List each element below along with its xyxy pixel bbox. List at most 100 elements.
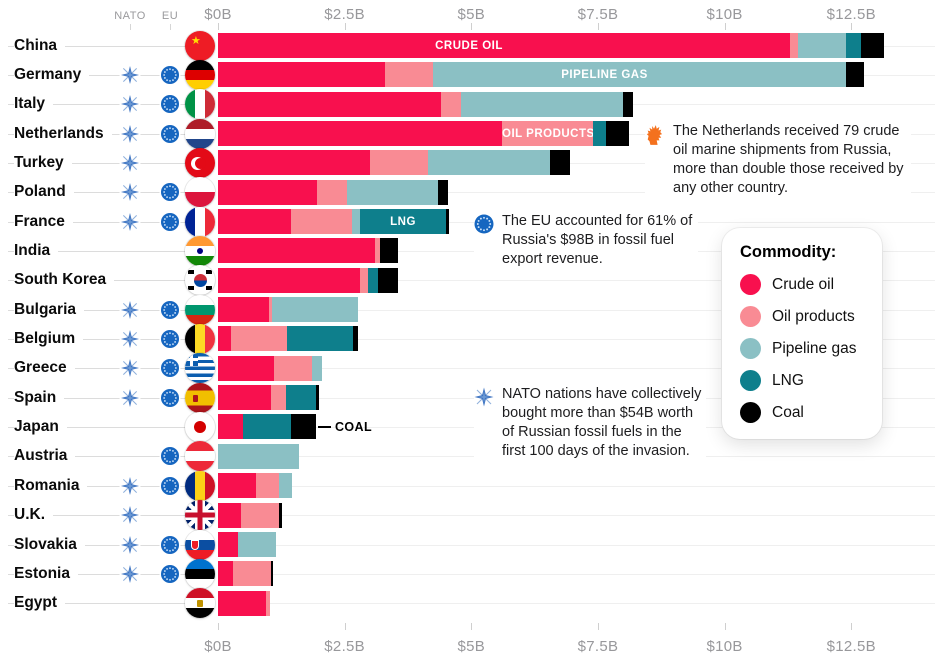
crude_oil-swatch-icon <box>740 274 761 295</box>
country-label: Greece <box>14 359 75 378</box>
row-gridline <box>218 163 935 165</box>
country-row-spain: Spain <box>0 382 945 413</box>
segment-label: PIPELINE GAS <box>561 68 648 81</box>
axis-top: NATO EU $0B $2.5B $5B $7.5B $10B $12.5B <box>0 4 945 30</box>
axis-tick-mark <box>597 623 599 630</box>
axis-tick-mark <box>851 623 853 630</box>
eu-member-icon <box>159 387 181 409</box>
flag-slovakia-icon <box>185 529 215 560</box>
eu-annotation-text: The EU accounted for 61% of Russia's $98… <box>502 213 693 268</box>
bar-segment-crude_oil <box>218 385 271 411</box>
leader-line <box>8 192 186 194</box>
nato-column-header: NATO <box>114 10 146 22</box>
legend-item-oil_products: Oil products <box>740 306 864 327</box>
commodity-legend: Commodity: Crude oil Oil products Pipeline… <box>722 228 882 439</box>
bar-segment-oil_products <box>269 297 272 323</box>
stacked-bar <box>218 326 358 352</box>
bar-segment-coal <box>316 385 319 411</box>
axis-tick-label: $2.5B <box>324 6 365 23</box>
stacked-bar: OIL PRODUCTS <box>218 121 629 147</box>
bar-segment-pipeline_gas <box>272 297 358 323</box>
country-row-poland: Poland <box>0 177 945 208</box>
bar-segment-crude_oil <box>218 209 291 235</box>
country-label: India <box>14 242 59 261</box>
row-gridline <box>218 515 935 517</box>
bar-segment-crude_oil <box>218 121 502 147</box>
axis-tick-label: $0B <box>204 6 232 23</box>
legend-label: Oil products <box>772 307 855 325</box>
stacked-bar <box>218 385 319 411</box>
leader-line <box>8 427 186 429</box>
bar-segment-coal <box>353 326 358 352</box>
bar-segment-oil_products <box>370 150 428 176</box>
eu-member-icon <box>159 299 181 321</box>
stacked-bar <box>218 590 270 616</box>
bar-segment-coal <box>279 502 282 528</box>
axis-tick-mark <box>851 23 853 30</box>
flag-south-korea-icon <box>185 265 215 296</box>
leader-line <box>8 515 186 517</box>
flag-turkey-icon <box>185 148 215 179</box>
country-label: Netherlands <box>14 124 112 143</box>
leader-line <box>8 544 186 546</box>
country-label: Slovakia <box>14 535 85 554</box>
bar-segment-pipeline_gas <box>461 91 623 117</box>
axis-tick-mark <box>471 623 473 630</box>
axis-tick-mark <box>724 23 726 30</box>
leader-line <box>8 573 186 575</box>
bar-segment-crude_oil <box>218 590 266 616</box>
axis-tick-mark <box>344 623 346 630</box>
leader-line <box>8 485 186 487</box>
segment-label: LNG <box>390 215 416 228</box>
bar-segment-oil_products <box>441 91 461 117</box>
flag-china-icon <box>185 30 215 61</box>
country-row-germany: Germany PIPELINE GAS <box>0 60 945 91</box>
bar-segment-oil_products <box>266 590 270 616</box>
axis-tick-label: $12.5B <box>826 6 876 23</box>
country-row-romania: Romania <box>0 470 945 501</box>
country-label: China <box>14 36 66 55</box>
bar-segment-lng <box>846 33 861 58</box>
country-row-slovakia: Slovakia <box>0 529 945 560</box>
flag-estonia-icon <box>185 558 215 589</box>
country-row-south-korea: South Korea <box>0 265 945 296</box>
country-label: Poland <box>14 183 74 202</box>
country-row-china: China CRUDE OIL <box>0 30 945 61</box>
oil_products-swatch-icon <box>740 306 761 327</box>
axis-tick-mark <box>344 23 346 30</box>
flag-japan-icon <box>185 412 215 443</box>
bar-segment-coal <box>861 33 884 58</box>
country-label: Turkey <box>14 154 72 173</box>
flag-poland-icon <box>185 177 215 208</box>
bar-segment-crude_oil <box>218 179 317 205</box>
stacked-bar <box>218 531 276 557</box>
flag-india-icon <box>185 236 215 267</box>
nato-member-icon <box>119 475 141 497</box>
nato-member-icon <box>119 64 141 86</box>
row-gridline <box>218 192 935 194</box>
pipeline_gas-swatch-icon <box>740 338 761 359</box>
flag-bulgaria-icon <box>185 294 215 325</box>
country-row-turkey: Turkey <box>0 148 945 179</box>
eu-member-icon <box>159 64 181 86</box>
country-label: Germany <box>14 66 90 85</box>
leader-line <box>8 104 186 106</box>
bar-segment-oil_products <box>291 209 352 235</box>
bar-segment-lng <box>286 385 316 411</box>
legend-title: Commodity: <box>740 243 837 261</box>
bar-segment-pipeline_gas <box>798 33 846 58</box>
coal-swatch-icon <box>740 402 761 423</box>
leader-line <box>8 368 186 370</box>
axis-tick-label: $7.5B <box>577 638 619 655</box>
bar-segment-crude_oil <box>218 62 385 88</box>
country-row-belgium: Belgium <box>0 324 945 355</box>
axis-tick-mark <box>597 23 599 30</box>
leader-line <box>8 251 186 253</box>
stacked-bar <box>218 238 398 264</box>
flag-greece-icon <box>185 353 215 384</box>
country-row-uk: U.K. <box>0 500 945 531</box>
nato-member-icon <box>119 534 141 556</box>
stacked-bar <box>218 443 299 469</box>
flag-uk-icon <box>185 500 215 531</box>
eu-member-icon <box>159 534 181 556</box>
